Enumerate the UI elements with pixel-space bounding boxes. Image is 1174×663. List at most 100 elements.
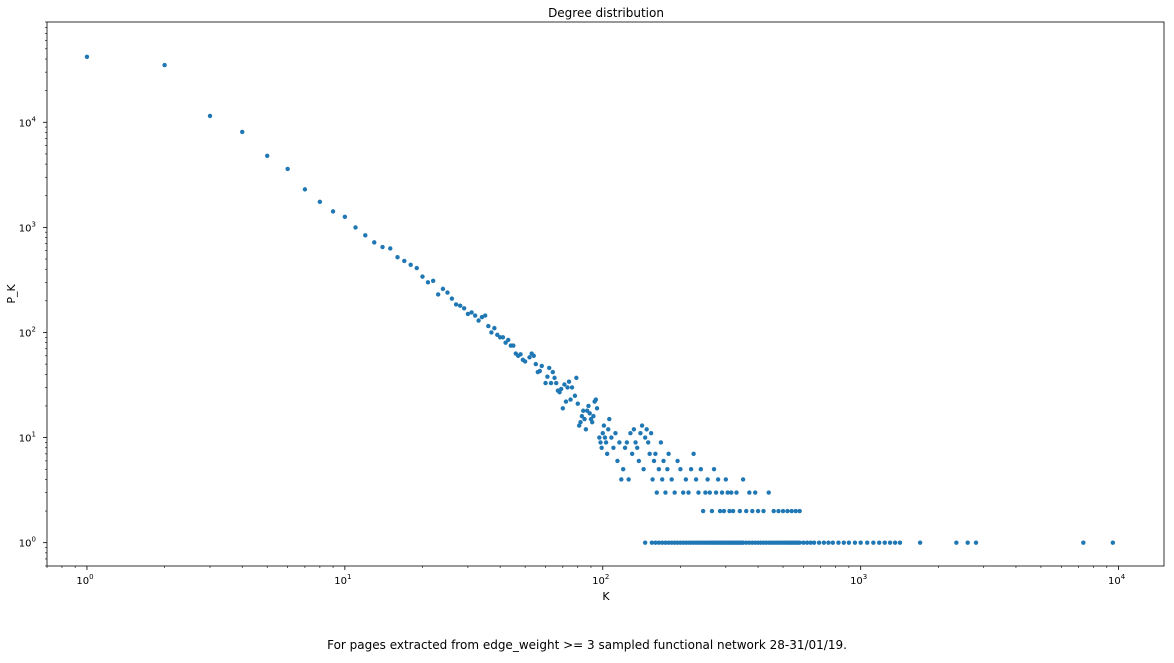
data-point	[363, 233, 368, 238]
data-point	[576, 423, 582, 428]
data-point	[737, 508, 743, 514]
data-point	[563, 399, 569, 404]
data-point	[593, 397, 599, 402]
x-tick-label: 104	[1108, 573, 1126, 587]
data-point	[651, 458, 657, 464]
data-point	[539, 363, 544, 369]
data-point	[560, 406, 566, 411]
data-point	[660, 477, 665, 482]
data-point	[619, 477, 624, 482]
data-point	[683, 477, 689, 482]
data-point	[917, 540, 923, 545]
data-point	[666, 451, 671, 457]
data-point	[265, 153, 270, 158]
data-point	[665, 467, 670, 472]
data-point	[420, 274, 425, 279]
data-point	[489, 330, 494, 335]
data-point	[669, 477, 674, 482]
data-point	[518, 352, 523, 357]
data-point	[613, 431, 618, 436]
data-point	[240, 129, 245, 135]
data-point	[598, 440, 603, 445]
data-point	[645, 440, 651, 445]
data-point	[897, 540, 903, 545]
plot-frame	[46, 21, 1165, 567]
data-point	[602, 435, 608, 440]
data-point	[604, 451, 610, 457]
data-point	[607, 416, 612, 422]
data-point	[636, 458, 642, 464]
data-point	[797, 508, 802, 514]
data-point	[892, 540, 898, 545]
data-point	[858, 540, 863, 545]
data-point	[581, 408, 586, 413]
data-point	[709, 508, 715, 514]
data-point	[1081, 540, 1086, 545]
data-point	[826, 540, 831, 545]
data-point	[559, 386, 564, 392]
data-point	[656, 540, 662, 545]
data-point	[846, 540, 852, 545]
data-point	[723, 477, 729, 482]
data-point	[744, 508, 749, 514]
data-point	[482, 313, 488, 318]
data-point	[686, 490, 691, 495]
data-point	[698, 467, 704, 472]
data-point	[408, 262, 413, 268]
data-point	[705, 477, 710, 482]
data-point	[973, 540, 979, 545]
data-point	[587, 411, 592, 416]
data-point	[852, 540, 858, 545]
data-point	[663, 540, 668, 545]
y-tick-label: 100	[19, 536, 36, 550]
data-point	[578, 420, 583, 425]
data-point	[836, 540, 841, 545]
data-point	[635, 445, 640, 450]
data-point	[511, 343, 516, 348]
data-point	[691, 451, 696, 457]
data-point	[650, 477, 655, 482]
data-point	[552, 375, 557, 381]
data-point	[566, 379, 572, 384]
data-point	[395, 255, 400, 260]
data-point	[414, 265, 419, 271]
data-point	[606, 427, 611, 432]
data-point	[495, 332, 500, 338]
data-point	[785, 508, 790, 514]
data-point	[554, 380, 559, 386]
data-point	[548, 380, 554, 386]
data-point	[545, 374, 550, 379]
data-point	[591, 413, 596, 419]
data-point	[353, 225, 358, 230]
data-point	[680, 490, 686, 495]
data-point	[734, 490, 739, 495]
data-point	[617, 440, 622, 445]
data-point	[620, 467, 626, 472]
data-point	[830, 540, 836, 545]
data-point	[642, 435, 648, 440]
data-point	[675, 458, 680, 464]
data-point	[965, 540, 970, 545]
data-point	[380, 244, 385, 250]
data-point	[1110, 540, 1116, 545]
data-point	[801, 540, 806, 545]
data-point	[666, 540, 671, 545]
data-point	[663, 490, 668, 495]
data-point	[871, 540, 876, 545]
data-point	[533, 361, 539, 367]
data-point	[811, 540, 817, 545]
data-point	[631, 427, 637, 432]
minor-ticks	[45, 21, 1108, 568]
data-point	[648, 431, 654, 436]
data-point	[207, 113, 213, 119]
data-point	[84, 54, 90, 59]
data-point	[740, 477, 746, 482]
data-point	[750, 508, 755, 514]
data-point	[653, 540, 658, 545]
data-point	[841, 540, 846, 545]
data-point	[639, 423, 645, 428]
data-point	[565, 385, 570, 390]
data-point	[500, 335, 506, 340]
data-point	[808, 540, 813, 545]
